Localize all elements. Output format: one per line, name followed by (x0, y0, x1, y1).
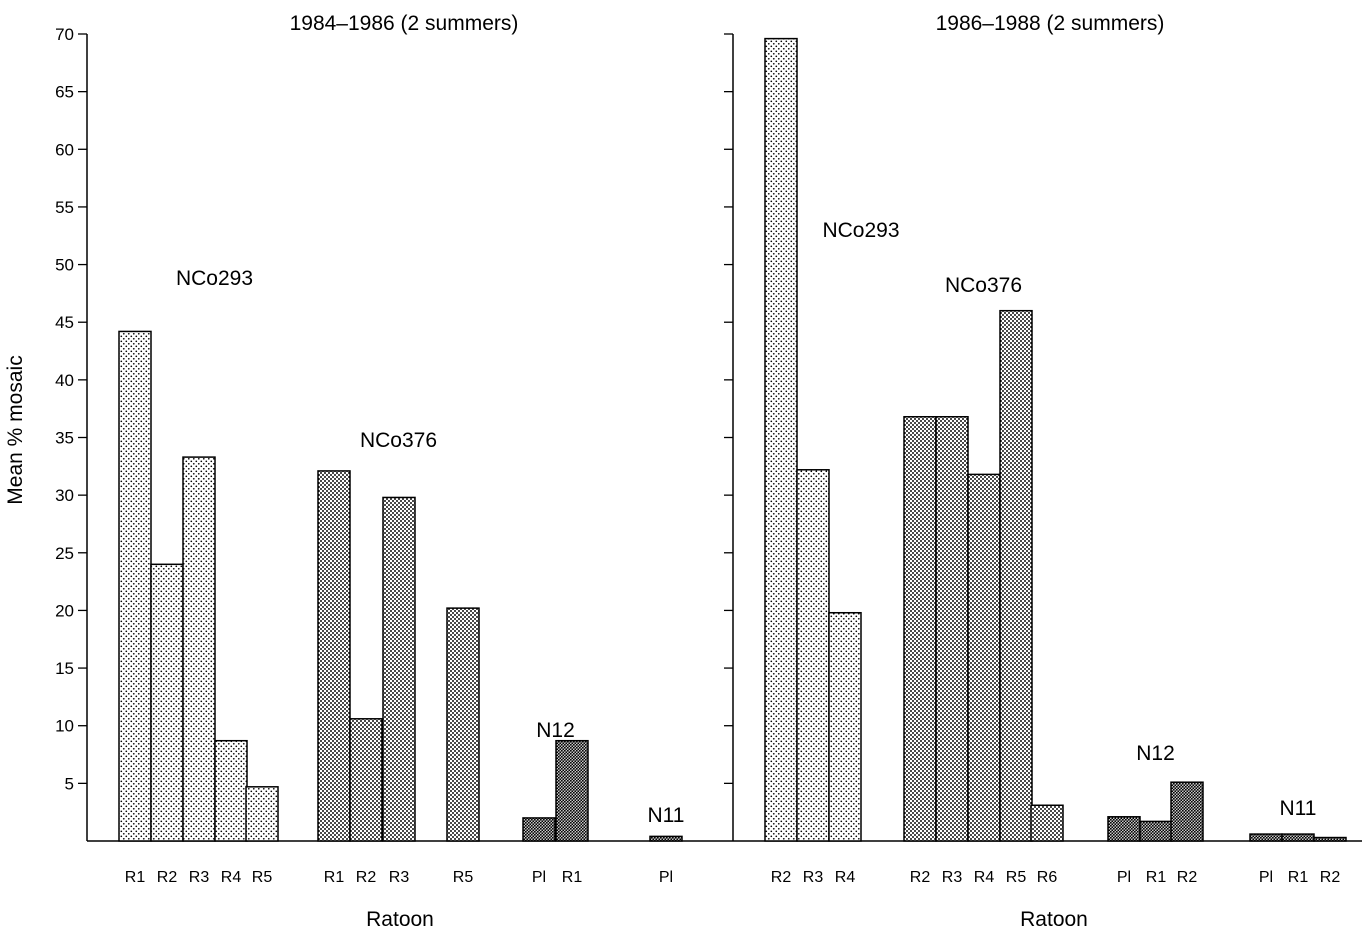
bar-nco293-r5 (245, 786, 279, 842)
y-tick-label: 45 (55, 313, 74, 332)
category-labels: R1 R2 R3 R4 R5 R1 R2 R3 R5 Pl R1 Pl R2 R3 R4 R2 R3 R4 R5 R6… (125, 869, 1341, 886)
panel-title-right: 1986–1988 (2 summers) (936, 12, 1165, 35)
group-label-nco376: NCo376 (945, 274, 1022, 297)
category-label: R5 (453, 869, 474, 886)
bar-nco293-r2 (150, 563, 184, 842)
bar-nco376-r1 (317, 470, 351, 842)
category-label: R2 (910, 869, 931, 886)
category-label: R1 (562, 869, 583, 886)
category-label: R5 (1006, 869, 1027, 886)
y-tick-label: 15 (55, 659, 74, 678)
bar-nco293-r4 (214, 739, 248, 842)
bar-nco293-r3 (796, 469, 830, 842)
group-labels: NCo293 NCo376 N12 N11 NCo293 NCo376 N12 N11 (176, 219, 1317, 827)
y-tick-label: 25 (55, 544, 74, 563)
bar-n11-pl (649, 835, 683, 842)
y-axis-ticks: 5 10 15 20 25 30 35 40 45 50 55 60 65 70 (55, 25, 733, 793)
y-tick-label: 40 (55, 371, 74, 390)
bar-nco293-r3 (182, 456, 216, 842)
bar-nco376-r6 (1030, 804, 1064, 842)
x-axis-label-right: Ratoon (1020, 908, 1088, 931)
bar-n12-pl (1107, 816, 1141, 842)
category-label: Pl (1259, 869, 1273, 886)
category-label: R2 (356, 869, 377, 886)
y-tick-label: 55 (55, 198, 74, 217)
bar-n12-pl (522, 817, 556, 842)
x-axis-label-left: Ratoon (366, 908, 434, 931)
bar-nco293-r4 (828, 611, 862, 842)
category-label: R4 (221, 869, 242, 886)
bar-n11-r2 (1313, 836, 1347, 842)
group-label-nco293: NCo293 (822, 219, 899, 242)
y-axis-label: Mean % mosaic (4, 355, 27, 504)
category-label: R1 (125, 869, 146, 886)
panel-title-left: 1984–1986 (2 summers) (290, 12, 519, 35)
bar-nco293-r2 (764, 37, 798, 842)
y-tick-label: 30 (55, 486, 74, 505)
category-label: R5 (252, 869, 273, 886)
bar-nco376-r3 (935, 415, 969, 842)
category-label: R6 (1037, 869, 1058, 886)
group-label-nco293: NCo293 (176, 267, 253, 290)
bar-n12-r2 (1170, 781, 1204, 842)
bar-n12-r1 (1139, 820, 1173, 842)
group-label-n12: N12 (1136, 742, 1175, 765)
group-label-n12: N12 (536, 719, 575, 742)
group-label-nco376: NCo376 (360, 429, 437, 452)
category-label: Pl (1117, 869, 1131, 886)
category-label: R2 (771, 869, 792, 886)
category-label: R2 (157, 869, 178, 886)
y-tick-label: 5 (65, 774, 74, 793)
category-label: Pl (659, 869, 673, 886)
y-tick-label: 60 (55, 140, 74, 159)
bar-n12-r1 (555, 739, 589, 842)
y-tick-label: 10 (55, 717, 74, 736)
y-tick-label: 20 (55, 601, 74, 620)
bar-nco376-r5 (999, 309, 1033, 842)
y-tick-label: 65 (55, 83, 74, 102)
category-label: R3 (942, 869, 963, 886)
bars (118, 37, 1347, 842)
bar-nco376-r4 (967, 473, 1001, 842)
bar-nco376-r2 (349, 718, 383, 842)
group-label-n11: N11 (1280, 797, 1317, 820)
bar-nco376-r3 (382, 496, 416, 842)
category-label: Pl (532, 869, 546, 886)
category-label: R2 (1320, 869, 1341, 886)
category-label: R1 (1288, 869, 1309, 886)
category-label: R2 (1177, 869, 1198, 886)
category-label: R1 (1146, 869, 1167, 886)
bar-nco376-r2 (903, 415, 937, 842)
category-label: R3 (803, 869, 824, 886)
y-tick-label: 50 (55, 256, 74, 275)
bar-n11-r1 (1281, 833, 1315, 842)
category-label: R3 (389, 869, 410, 886)
y-tick-label: 35 (55, 429, 74, 448)
y-tick-label: 70 (55, 25, 74, 44)
category-label: R1 (324, 869, 345, 886)
bar-n11-pl (1249, 833, 1283, 842)
category-label: R4 (974, 869, 995, 886)
bar-nco376-r5 (446, 607, 480, 842)
category-label: R3 (189, 869, 210, 886)
bar-nco293-r1 (118, 330, 152, 842)
group-label-n11: N11 (648, 804, 685, 827)
category-label: R4 (835, 869, 856, 886)
